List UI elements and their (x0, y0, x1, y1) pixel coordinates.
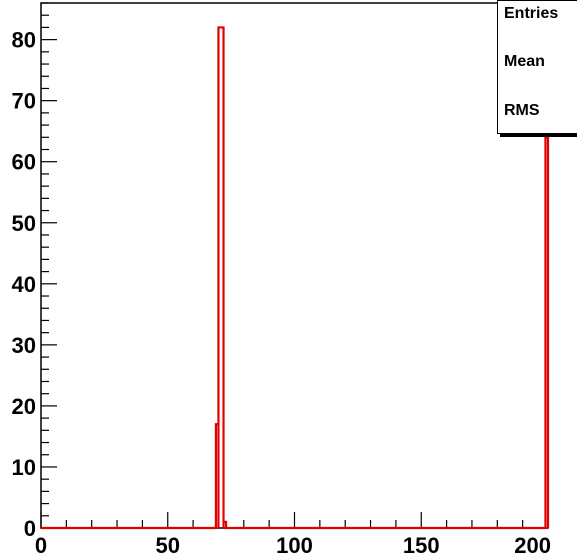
stats-mean-label: Mean (504, 53, 545, 70)
y-tick-label: 40 (12, 272, 36, 297)
y-tick-label: 50 (12, 211, 36, 236)
y-tick-label: 0 (24, 516, 36, 541)
stats-rms-label: RMS (504, 102, 540, 119)
x-tick-label: 0 (35, 533, 47, 556)
x-tick-label: 50 (156, 533, 180, 556)
plot-frame (40, 2, 549, 529)
y-tick-labels: 0 10 20 30 40 50 60 70 80 (12, 28, 36, 541)
stats-box: Entries Mean RMS 0 (497, 0, 577, 134)
y-tick-label: 70 (12, 89, 36, 114)
y-tick-label: 30 (12, 333, 36, 358)
x-tick-label: 200 (514, 533, 551, 556)
y-tick-label: 80 (12, 28, 36, 53)
axis-ticks (40, 2, 549, 529)
y-tick-label: 10 (12, 455, 36, 480)
x-tick-labels: 0 50 100 150 200 (35, 533, 551, 556)
y-tick-label: 60 (12, 150, 36, 175)
y-tick-label: 20 (12, 394, 36, 419)
histogram-line (41, 26, 550, 530)
stats-entries-label: Entries (504, 5, 559, 22)
x-tick-label: 150 (403, 533, 440, 556)
x-tick-label: 100 (276, 533, 313, 556)
